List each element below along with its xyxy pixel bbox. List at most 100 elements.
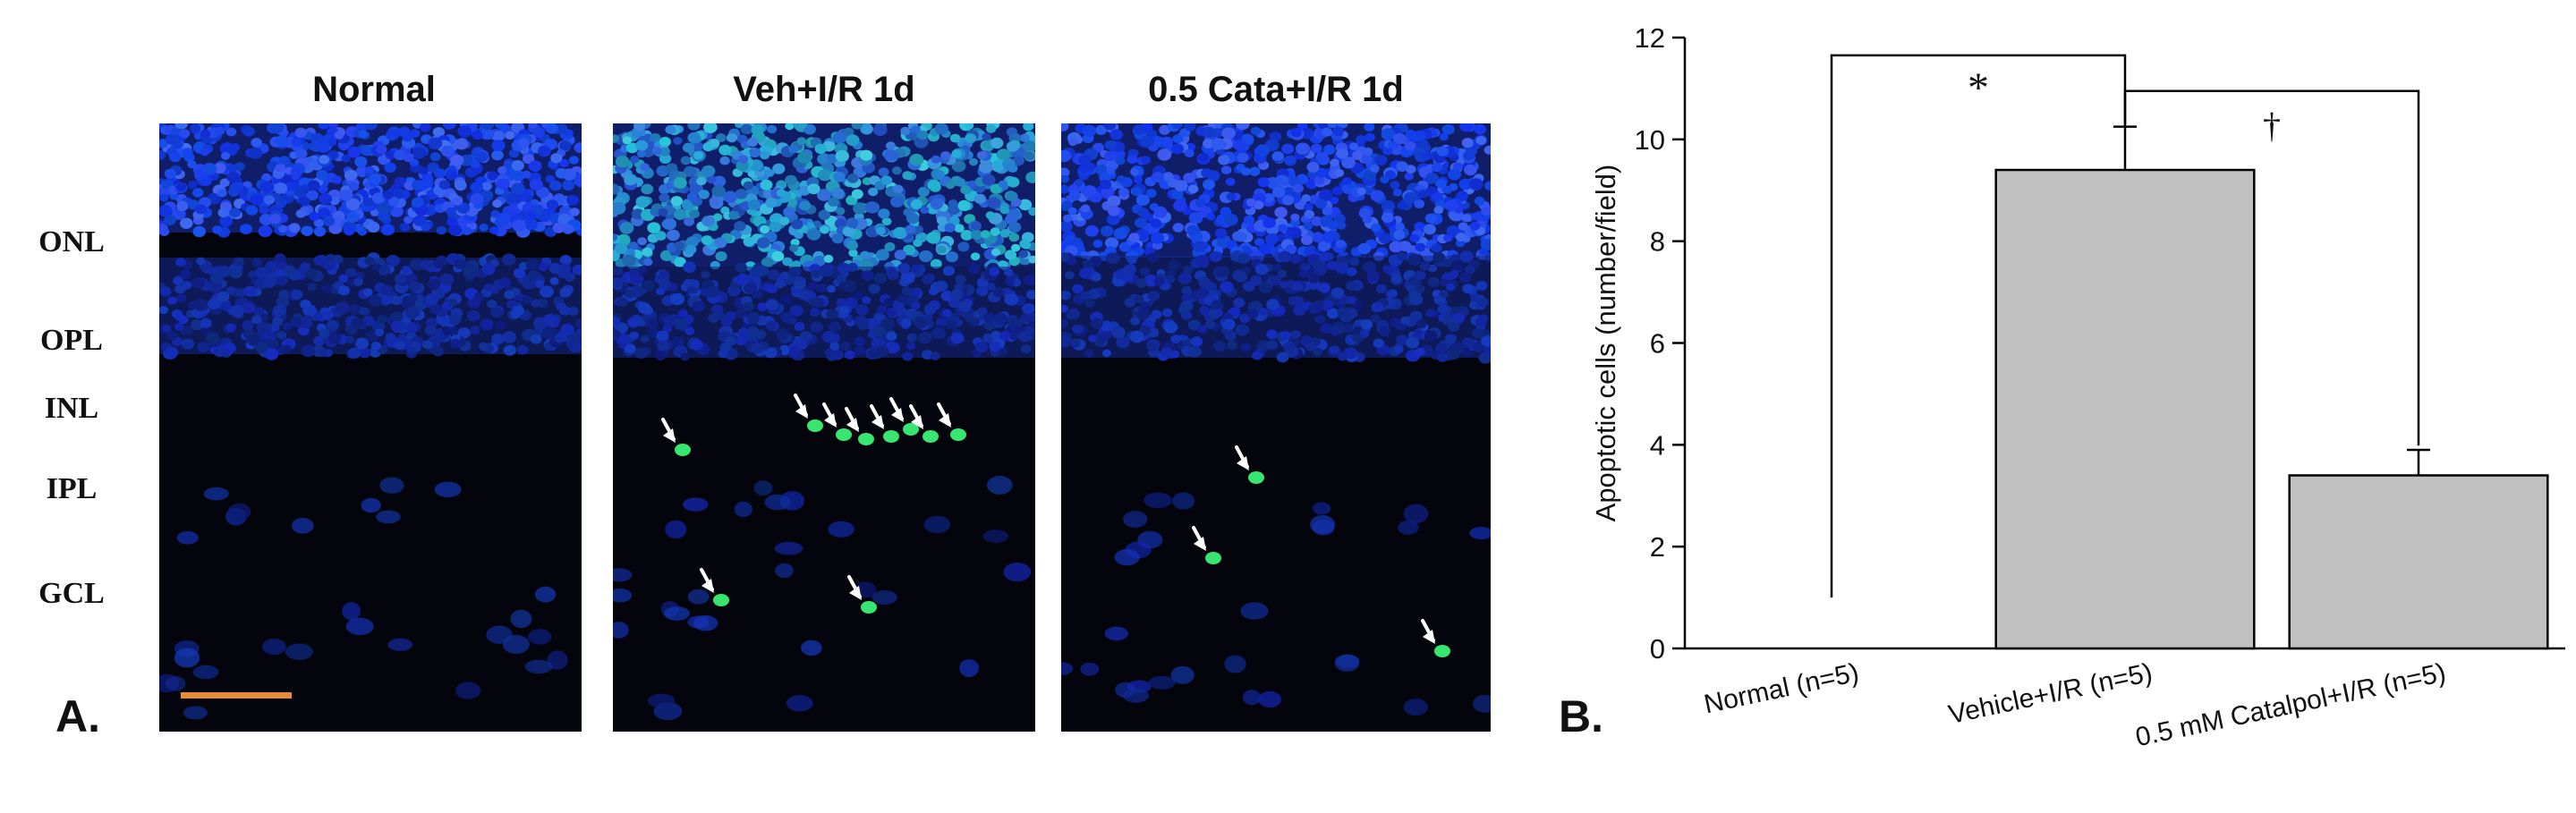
nucleus [1101,349,1111,358]
ganglion-nucleus [1104,626,1129,641]
nucleus [670,292,685,306]
micrograph-normal [159,123,582,732]
nucleus [1459,272,1472,283]
ganglion-nucleus [1114,548,1140,566]
nucleus [862,296,871,304]
nucleus [560,323,574,335]
nucleus [1315,167,1328,178]
nucleus [965,133,977,144]
nucleus [507,192,521,204]
nucleus [1184,123,1196,131]
nucleus [1446,225,1460,237]
nucleus [728,210,740,220]
nucleus [686,286,696,294]
ganglion-nucleus [387,638,413,651]
nucleus [1292,304,1306,317]
nucleus [1439,278,1449,286]
nucleus [771,250,785,262]
nucleus [380,224,395,236]
nucleus [473,292,485,302]
nucleus [385,333,395,342]
nucleus [917,186,930,197]
nucleus [687,131,701,144]
nucleus [1171,123,1183,130]
nucleus [674,241,684,250]
nucleus [362,288,373,297]
nucleus [1288,296,1299,306]
nucleus [1066,310,1077,320]
ganglion-nucleus [1061,662,1074,675]
nucleus [197,342,210,353]
nucleus [1171,143,1185,155]
nucleus [322,310,334,320]
ganglion-nucleus [1224,655,1246,673]
nucleus [999,229,1010,238]
nucleus [735,308,748,319]
nucleus [1308,301,1322,314]
nucleus [1463,150,1475,161]
nucleus [1319,299,1333,311]
nucleus [495,320,506,330]
nucleus [1468,178,1484,191]
nucleus [897,294,908,303]
nucleus [1237,152,1249,163]
nucleus [1018,199,1033,211]
nucleus [1400,316,1410,325]
nucleus [171,127,182,137]
nucleus [1424,330,1438,342]
nucleus [371,192,386,204]
nucleus [1301,194,1311,202]
nucleus [821,331,837,343]
nucleus [543,313,557,325]
nucleus [512,305,524,317]
nucleus [358,347,371,359]
nucleus [336,301,350,314]
nucleus [918,332,932,344]
nucleus [876,226,886,235]
nucleus [412,147,427,159]
category-label-1: Vehicle+I/R (n=5) [1946,658,2155,730]
nucleus [1129,330,1144,343]
nucleus [757,302,768,311]
nucleus [1416,319,1427,329]
layer-label-opl: OPL [40,324,103,357]
nucleus [1415,242,1426,252]
nucleus [1311,216,1323,226]
nucleus [1068,191,1081,201]
nucleus [555,168,568,179]
nucleus [735,189,748,199]
nucleus [1028,207,1035,216]
nucleus [272,317,284,326]
nucleus [418,166,429,175]
ganglion-nucleus [262,639,286,655]
nucleus [1218,155,1230,165]
ganglion-nucleus [987,475,1013,495]
micrograph-vehicle [613,123,1035,732]
nucleus [351,318,364,329]
y-tick-label: 8 [1650,226,1665,258]
nucleus [429,152,441,162]
nucleus [860,123,873,135]
nucleus [275,268,285,277]
nucleus [313,218,325,228]
nucleus [384,162,396,174]
nucleus [1407,254,1422,267]
ganglion-nucleus [1334,654,1360,672]
nucleus [558,306,571,316]
nucleus [552,222,565,233]
nucleus [685,236,699,248]
nucleus [165,133,178,145]
nucleus [1101,331,1111,340]
nucleus [873,272,888,284]
nucleus [853,202,867,215]
nucleus [1266,340,1279,350]
nucleus [436,225,446,235]
nucleus [673,177,687,189]
nucleus [1366,270,1380,282]
nucleus [179,129,191,139]
nucleus [1393,345,1404,354]
nucleus [1018,331,1032,343]
nucleus [1307,273,1320,284]
nucleus [662,324,673,334]
nucleus [567,306,579,317]
